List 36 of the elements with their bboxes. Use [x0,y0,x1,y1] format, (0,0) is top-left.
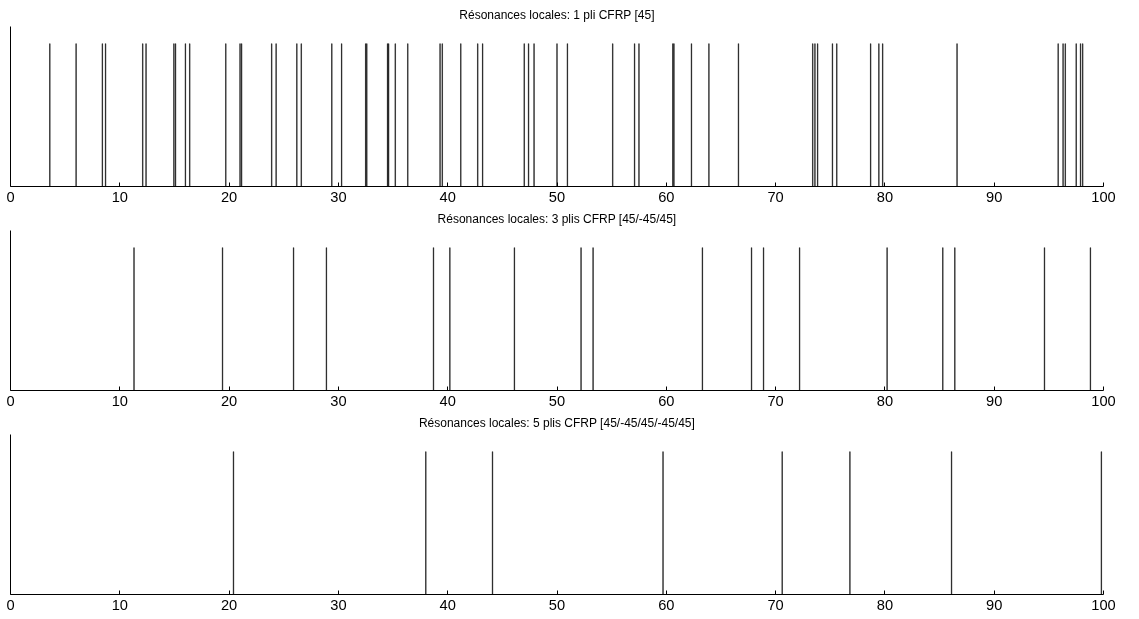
x-tick-label: 0 [6,596,15,613]
x-tick-label: 40 [439,596,456,613]
x-tick-label: 100 [1091,188,1116,205]
x-tick-label: 100 [1091,392,1116,409]
x-tick-label: 90 [986,188,1003,205]
x-tick-label: 20 [220,392,238,409]
x-tick-label: 60 [658,392,675,409]
chart-title: Résonances locales: 3 plis CFRP [45/-45/45] [437,211,677,226]
x-tick-label: 90 [986,596,1003,613]
x-tick-label: 70 [767,188,784,205]
x-tick-label: 50 [548,188,566,205]
x-tick-label: 80 [876,392,894,409]
x-tick-label: 80 [876,188,894,205]
x-tick-label: 30 [330,596,347,613]
x-tick-label: 100 [1091,596,1116,613]
x-tick-label: 40 [439,188,456,205]
x-tick-label: 20 [220,596,238,613]
chart-title: Résonances locales: 5 plis CFRP [45/-45/45/-45/45] [418,415,695,430]
x-tick-label: 50 [548,596,566,613]
x-tick-label: 30 [330,392,347,409]
x-tick-label: 50 [548,392,566,409]
x-tick-label: 20 [220,188,238,205]
x-tick-label: 0 [6,392,15,409]
x-tick-label: 90 [986,392,1003,409]
x-tick-label: 10 [111,188,128,205]
x-tick-label: 80 [876,596,894,613]
x-tick-label: 30 [330,188,347,205]
x-tick-label: 40 [439,392,456,409]
x-tick-label: 70 [767,596,784,613]
chart-title: Résonances locales: 1 pli CFRP [45] [459,7,655,22]
x-tick-label: 10 [111,392,128,409]
x-tick-label: 60 [658,596,675,613]
x-tick-label: 70 [767,392,784,409]
x-tick-label: 60 [658,188,675,205]
x-tick-label: 10 [111,596,128,613]
x-tick-label: 0 [6,188,15,205]
